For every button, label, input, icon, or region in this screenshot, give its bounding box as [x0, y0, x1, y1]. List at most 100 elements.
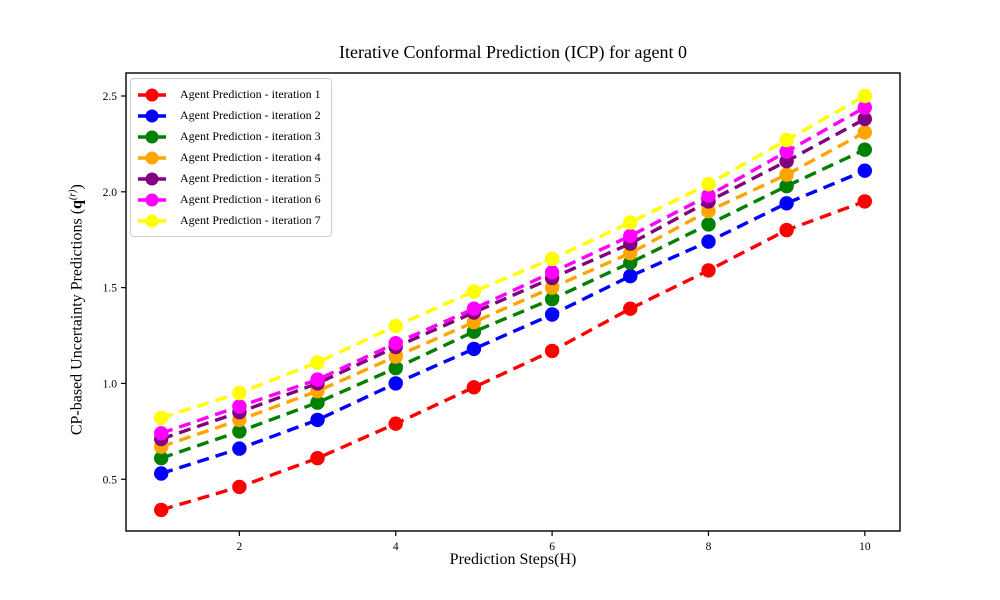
series-marker — [544, 343, 560, 359]
legend-item-label: Agent Prediction - iteration 2 — [180, 108, 321, 122]
legend-box: Agent Prediction - iteration 1 Agent Pred… — [130, 78, 332, 237]
series-marker — [544, 251, 560, 267]
series-line — [160, 106, 866, 435]
legend-line-marker-sample — [138, 214, 172, 227]
series-marker — [701, 217, 716, 232]
series-marker — [623, 301, 638, 316]
series-marker — [544, 265, 560, 280]
series-marker — [779, 132, 794, 148]
legend-item: Agent Prediction - iteration 7 — [138, 210, 321, 231]
y-tick-label: 2.5 — [103, 91, 118, 103]
legend-line-marker-sample — [138, 172, 172, 185]
series-marker — [466, 301, 482, 316]
y-tick-label: 1.5 — [103, 283, 118, 295]
legend-line-marker-sample — [138, 130, 172, 143]
series-marker — [154, 466, 169, 481]
legend-item: Agent Prediction - iteration 3 — [138, 126, 321, 147]
series-marker — [623, 268, 638, 284]
series-marker — [857, 125, 872, 140]
series-marker — [310, 355, 325, 370]
legend-line-marker-sample — [138, 193, 172, 206]
legend-item-label: Agent Prediction - iteration 7 — [180, 213, 321, 227]
legend-line-marker-sample — [138, 88, 172, 101]
series-marker — [154, 410, 169, 426]
series-line — [160, 130, 866, 449]
series-marker — [544, 291, 560, 307]
series-marker — [779, 144, 794, 159]
legend-item: Agent Prediction - iteration 2 — [138, 105, 321, 126]
series-marker — [310, 395, 325, 410]
series-marker — [154, 502, 169, 518]
series-line — [160, 169, 866, 476]
legend-item: Agent Prediction - iteration 4 — [138, 147, 321, 168]
series-marker — [623, 228, 638, 244]
series-marker — [857, 194, 872, 209]
y-tick-label: 0.5 — [103, 474, 118, 486]
legend-item: Agent Prediction - iteration 1 — [138, 84, 321, 105]
series-marker — [701, 263, 716, 278]
series-marker — [779, 196, 794, 211]
y-axis-label-superscript: (r) — [67, 189, 79, 201]
series-marker — [388, 360, 403, 376]
series-marker — [857, 142, 872, 157]
chart-title: Iterative Conformal Prediction (ICP) for… — [339, 42, 687, 62]
series-marker — [388, 376, 403, 391]
legend-line-marker-sample — [138, 109, 172, 122]
series-marker — [779, 222, 794, 238]
series-marker — [466, 284, 482, 299]
series-marker — [701, 176, 716, 192]
series-marker — [857, 163, 872, 178]
x-tick-label: 8 — [706, 541, 712, 553]
x-tick-label: 2 — [236, 541, 242, 553]
x-tick-label: 10 — [859, 541, 871, 553]
series-marker — [779, 167, 794, 182]
legend-item-label: Agent Prediction - iteration 3 — [180, 129, 321, 143]
y-tick-label: 1.0 — [103, 378, 118, 390]
series-marker — [701, 188, 716, 203]
series-marker — [310, 372, 325, 387]
series-marker — [154, 451, 169, 466]
series-marker — [623, 215, 638, 230]
series-marker — [310, 451, 325, 466]
series-marker — [232, 479, 247, 495]
series-marker — [232, 441, 247, 456]
x-axis-label: Prediction Steps(H) — [449, 551, 577, 568]
legend-item-label: Agent Prediction - iteration 4 — [180, 150, 321, 164]
series-line — [160, 94, 866, 420]
series-marker — [310, 412, 325, 428]
series-line — [160, 117, 866, 441]
series-marker — [544, 307, 560, 322]
legend-line-marker-sample — [138, 151, 172, 164]
x-tick-label: 4 — [393, 541, 399, 553]
legend-item-label: Agent Prediction - iteration 6 — [180, 192, 321, 206]
series-line — [160, 148, 866, 460]
series-marker — [466, 341, 482, 357]
series-marker — [388, 336, 403, 351]
x-tick-label: 6 — [549, 541, 555, 553]
legend-item-label: Agent Prediction - iteration 5 — [180, 171, 321, 185]
series-marker — [857, 100, 872, 115]
series-marker — [154, 426, 169, 441]
series-marker — [779, 178, 794, 194]
series-marker — [701, 234, 716, 249]
legend-item-label: Agent Prediction - iteration 1 — [180, 87, 321, 101]
y-axis-label-q: q — [68, 200, 86, 209]
series-marker — [388, 416, 403, 431]
y-tick-label: 2.0 — [103, 187, 118, 199]
legend-item: Agent Prediction - iteration 6 — [138, 189, 321, 210]
series-marker — [388, 318, 403, 334]
series-line — [160, 199, 866, 512]
series-marker — [857, 88, 872, 104]
series-marker — [857, 111, 872, 127]
axes-frame — [125, 72, 901, 532]
y-axis-label: CP-based Uncertainty Predictions (q(r)) — [67, 80, 86, 540]
series-marker — [232, 424, 247, 439]
series-marker — [466, 380, 482, 395]
legend-item: Agent Prediction - iteration 5 — [138, 168, 321, 189]
series-marker — [232, 385, 247, 401]
y-axis-label-text: CP-based Uncertainty Predictions ( — [68, 208, 86, 436]
series-marker — [232, 399, 247, 414]
y-axis-label-close: ) — [68, 184, 86, 190]
